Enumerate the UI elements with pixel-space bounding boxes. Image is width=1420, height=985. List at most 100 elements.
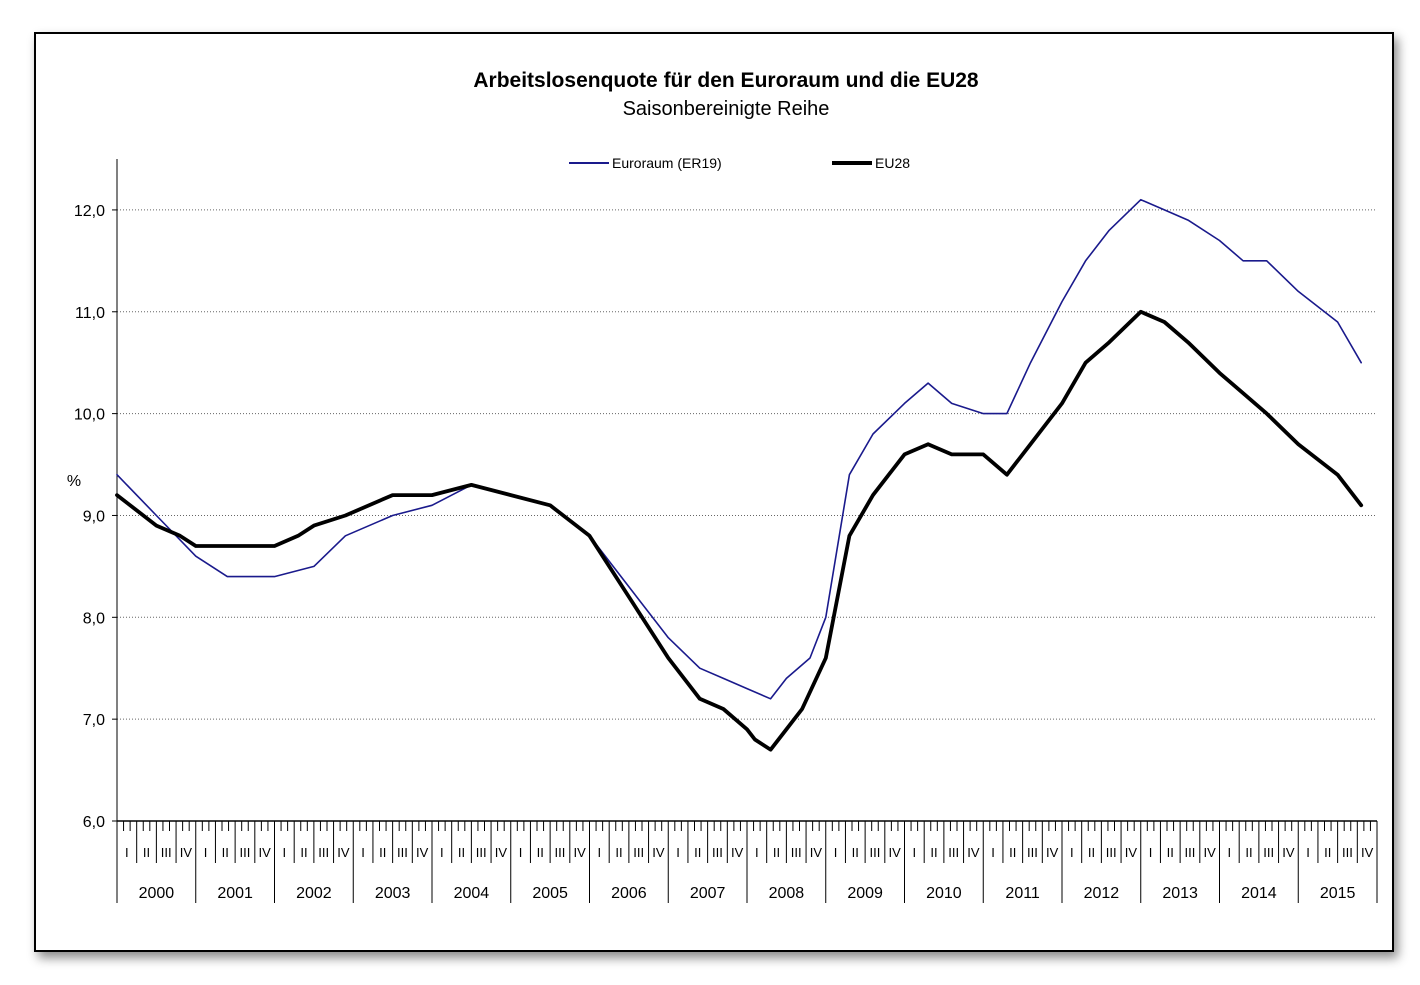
x-quarter-label: III bbox=[1185, 845, 1196, 860]
y-tick-label: 12,0 bbox=[74, 203, 105, 220]
x-year-label: 2012 bbox=[1084, 885, 1120, 902]
line-chart: Arbeitslosenquote für den Euroraum und d… bbox=[67, 69, 1378, 903]
x-quarter-label: IV bbox=[259, 845, 272, 860]
x-quarter-label: IV bbox=[1125, 845, 1138, 860]
series-lines bbox=[115, 198, 1364, 752]
x-year-label: 2010 bbox=[926, 885, 962, 902]
x-year-label: 2004 bbox=[454, 885, 490, 902]
x-quarter-label: IV bbox=[337, 845, 350, 860]
x-year-label: 2013 bbox=[1162, 885, 1198, 902]
x-quarter-label: III bbox=[1106, 845, 1117, 860]
x-year-label: 2007 bbox=[690, 885, 726, 902]
x-quarter-label: III bbox=[318, 845, 329, 860]
y-tick-label: 10,0 bbox=[74, 407, 105, 424]
x-quarter-label: III bbox=[870, 845, 881, 860]
legend: Euroraum (ER19) EU28 bbox=[569, 155, 910, 171]
x-quarter-label: I bbox=[1228, 845, 1232, 860]
chart-title: Arbeitslosenquote für den Euroraum und d… bbox=[473, 69, 979, 92]
x-quarter-label: I bbox=[598, 845, 602, 860]
x-quarter-label: III bbox=[161, 845, 172, 860]
x-year-label: 2009 bbox=[847, 885, 883, 902]
x-quarter-label: IV bbox=[1282, 845, 1295, 860]
x-quarter-label: I bbox=[361, 845, 365, 860]
x-quarter-label: II bbox=[379, 845, 386, 860]
x-year-label: 2000 bbox=[139, 885, 175, 902]
x-quarter-label: II bbox=[1009, 845, 1016, 860]
x-year-label: 2006 bbox=[611, 885, 647, 902]
x-quarter-label: II bbox=[852, 845, 859, 860]
x-quarter-label: I bbox=[1070, 845, 1074, 860]
x-quarter-label: I bbox=[204, 845, 208, 860]
x-quarter-label: III bbox=[1263, 845, 1274, 860]
y-tick-label: 9,0 bbox=[83, 508, 105, 525]
x-quarter-label: IV bbox=[416, 845, 429, 860]
x-quarter-label: IV bbox=[1046, 845, 1059, 860]
x-quarter-label: II bbox=[694, 845, 701, 860]
chart-frame: Arbeitslosenquote für den Euroraum und d… bbox=[34, 32, 1394, 952]
x-quarter-label: I bbox=[834, 845, 838, 860]
x-quarter-label: II bbox=[773, 845, 780, 860]
legend-label-euroraum: Euroraum (ER19) bbox=[612, 155, 722, 171]
x-quarter-label: III bbox=[240, 845, 251, 860]
x-quarter-label: IV bbox=[731, 845, 744, 860]
x-quarter-label: I bbox=[519, 845, 523, 860]
x-quarter-label: I bbox=[1306, 845, 1310, 860]
x-quarter-label: III bbox=[1342, 845, 1353, 860]
x-year-label: 2015 bbox=[1320, 885, 1356, 902]
chart-subtitle: Saisonbereinigte Reihe bbox=[623, 98, 830, 120]
x-quarter-label: II bbox=[300, 845, 307, 860]
y-tick-label: 7,0 bbox=[83, 712, 105, 729]
x-quarter-label: II bbox=[1324, 845, 1331, 860]
x-quarter-label: II bbox=[537, 845, 544, 860]
x-year-label: 2014 bbox=[1241, 885, 1277, 902]
x-quarter-label: II bbox=[930, 845, 937, 860]
x-quarter-label: IV bbox=[810, 845, 823, 860]
x-quarter-label: II bbox=[458, 845, 465, 860]
x-quarter-label: I bbox=[125, 845, 129, 860]
x-quarter-label: IV bbox=[1204, 845, 1217, 860]
y-tick-label: 11,0 bbox=[75, 305, 105, 322]
series-line-euroraum bbox=[116, 198, 1362, 700]
x-quarter-label: I bbox=[913, 845, 917, 860]
x-year-label: 2011 bbox=[1005, 885, 1040, 902]
x-quarter-label: III bbox=[712, 845, 723, 860]
x-quarter-label: III bbox=[633, 845, 644, 860]
x-year-label: 2001 bbox=[217, 885, 253, 902]
x-quarter-label: II bbox=[1167, 845, 1174, 860]
x-quarter-label: I bbox=[755, 845, 759, 860]
x-quarter-label: I bbox=[283, 845, 287, 860]
y-tick-label: 8,0 bbox=[83, 610, 105, 627]
x-quarter-label: III bbox=[555, 845, 566, 860]
x-quarter-label: IV bbox=[967, 845, 980, 860]
x-quarter-label: III bbox=[397, 845, 408, 860]
x-quarter-label: IV bbox=[574, 845, 587, 860]
y-tick-label: 6,0 bbox=[83, 814, 105, 831]
x-quarter-label: IV bbox=[495, 845, 508, 860]
x-quarter-label: I bbox=[1149, 845, 1153, 860]
x-quarter-label: III bbox=[791, 845, 802, 860]
y-tick-labels: 6,0 7,0 8,0 9,0 10,0 11,0 12,0 bbox=[74, 159, 118, 831]
x-year-label: 2008 bbox=[769, 885, 805, 902]
x-quarter-label: IV bbox=[180, 845, 193, 860]
x-quarter-label: II bbox=[1245, 845, 1252, 860]
x-quarter-label: II bbox=[143, 845, 150, 860]
x-quarter-label: IV bbox=[1361, 845, 1374, 860]
legend-label-eu28: EU28 bbox=[875, 155, 910, 171]
x-quarter-label: I bbox=[676, 845, 680, 860]
x-year-label: 2005 bbox=[532, 885, 568, 902]
x-quarter-label: III bbox=[476, 845, 487, 860]
x-quarter-label: IV bbox=[889, 845, 902, 860]
y-axis-label: % bbox=[67, 473, 81, 490]
x-quarter-label: III bbox=[1027, 845, 1038, 860]
x-quarter-label: II bbox=[222, 845, 229, 860]
series-line-eu28 bbox=[115, 309, 1364, 752]
x-quarter-label: I bbox=[991, 845, 995, 860]
x-quarter-label: IV bbox=[652, 845, 665, 860]
x-quarter-label: I bbox=[440, 845, 444, 860]
gridlines bbox=[117, 209, 1377, 720]
x-quarter-label: II bbox=[615, 845, 622, 860]
x-year-label: 2002 bbox=[296, 885, 332, 902]
x-year-label: 2003 bbox=[375, 885, 411, 902]
x-quarter-label: III bbox=[948, 845, 959, 860]
